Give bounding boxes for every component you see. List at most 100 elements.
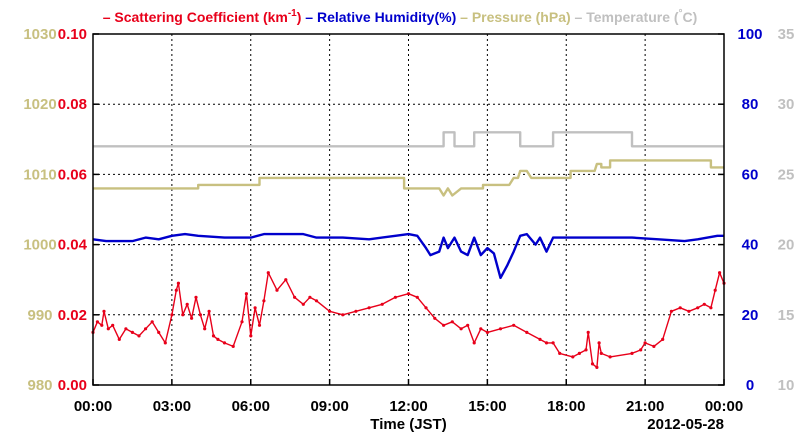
series-point-scattering — [512, 323, 516, 327]
x-tick-label: 09:00 — [310, 398, 348, 415]
series-point-scattering — [293, 295, 297, 299]
date-label: 2012-05-28 — [647, 416, 724, 433]
series-point-scattering — [577, 351, 582, 355]
series-point-scattering — [190, 316, 194, 320]
series-point-scattering — [415, 295, 419, 299]
grid-lines — [93, 34, 724, 385]
temperature-tick-label: 35 — [778, 26, 795, 43]
x-tick-label: 21:00 — [626, 398, 664, 415]
humidity-tick-label: 0 — [746, 377, 754, 394]
series-line-scattering — [92, 272, 725, 369]
series-point-scattering — [586, 330, 590, 334]
humidity-tick-label: 20 — [742, 307, 759, 324]
humidity-tick-label: 60 — [742, 166, 759, 183]
x-tick-label: 15:00 — [468, 398, 506, 415]
legend: – Scattering Coefficient (km-1) – Relati… — [103, 8, 698, 25]
series-point-scattering — [257, 323, 262, 327]
series-point-scattering — [244, 292, 248, 296]
series-point-scattering — [301, 302, 305, 306]
legend-text: – Scattering Coefficient (km-1) – Relati… — [103, 8, 698, 25]
series-point-scattering — [314, 299, 319, 303]
series-point-scattering — [157, 330, 161, 334]
series-point-scattering — [661, 337, 665, 341]
series-point-scattering — [284, 278, 288, 282]
series-point-scattering — [211, 334, 216, 338]
series-point-scattering — [709, 306, 713, 310]
x-tick-label: 03:00 — [153, 398, 191, 415]
legend-superscript: ° — [679, 8, 683, 19]
legend-entry-suffix: ) — [297, 9, 302, 25]
series-point-scattering — [702, 302, 706, 306]
series-point-scattering — [466, 323, 470, 327]
series-point-scattering — [137, 334, 141, 338]
series-point-scattering — [643, 341, 647, 345]
series-point-scattering — [95, 320, 99, 324]
series-point-scattering — [652, 344, 656, 348]
legend-entry-humidity: – Relative Humidity(%) — [301, 9, 456, 25]
temperature-tick-label: 25 — [778, 166, 795, 183]
series-point-scattering — [163, 341, 167, 345]
series-point-scattering — [544, 341, 549, 345]
series-point-scattering — [174, 288, 178, 292]
series-point-scattering — [253, 306, 257, 310]
series-point-scattering — [275, 288, 279, 292]
series-point-scattering — [393, 295, 397, 299]
series-point-scattering — [100, 323, 104, 327]
pressure-tick-label: 1000 — [23, 237, 56, 254]
series-point-scattering — [130, 330, 134, 334]
series-point-scattering — [459, 327, 463, 331]
series-point-scattering — [450, 320, 454, 324]
series-point-scattering — [479, 327, 483, 331]
x-tick-label: 12:00 — [389, 398, 427, 415]
series-point-scattering — [176, 281, 180, 285]
series-point-scattering — [485, 330, 489, 334]
series-point-scattering — [222, 341, 227, 345]
humidity-tick-label: 100 — [737, 26, 762, 43]
series-point-scattering — [718, 271, 722, 275]
series-point-scattering — [111, 323, 115, 327]
legend-entry-pressure: – Pressure (hPa) — [456, 9, 570, 25]
legend-entry-scattering: – Scattering Coefficient (km — [103, 9, 288, 25]
series-point-scattering — [354, 309, 358, 313]
legend-entry-temperature: – Temperature ( — [571, 9, 679, 25]
series-point-scattering — [380, 302, 384, 306]
series-point-scattering — [424, 306, 428, 310]
series-point-scattering — [150, 320, 154, 324]
series-point-scattering — [406, 292, 411, 296]
series-point-scattering — [608, 355, 612, 359]
scattering-tick-label: 0.06 — [58, 166, 87, 183]
legend-entry-suffix: C) — [683, 9, 698, 25]
series-point-scattering — [216, 337, 220, 341]
series-point-scattering — [117, 337, 121, 341]
series-point-scattering — [498, 327, 503, 331]
series-point-scattering — [266, 271, 270, 275]
series-point-scattering — [185, 302, 189, 306]
series-point-scattering — [367, 306, 371, 310]
series-point-scattering — [571, 355, 575, 359]
x-tick-label: 06:00 — [232, 398, 270, 415]
scattering-tick-label: 0.10 — [58, 26, 87, 43]
pressure-tick-label: 1030 — [23, 26, 56, 43]
temperature-tick-label: 20 — [778, 237, 795, 254]
series-point-scattering — [328, 309, 332, 313]
series-point-scattering — [551, 341, 555, 345]
series-point-scattering — [696, 306, 700, 310]
series-point-scattering — [472, 341, 476, 345]
series-point-scattering — [678, 306, 682, 310]
series-point-scattering — [630, 351, 634, 355]
legend-superscript: -1 — [288, 8, 297, 19]
scattering-tick-label: 0.08 — [58, 96, 87, 113]
plot-series — [91, 131, 726, 369]
series-point-scattering — [584, 348, 588, 352]
series-line-pressure — [93, 159, 724, 197]
series-point-scattering — [442, 323, 446, 327]
series-point-scattering — [433, 316, 437, 320]
series-point-scattering — [687, 309, 691, 313]
series-point-scattering — [558, 351, 562, 355]
scattering-tick-label: 0.02 — [58, 307, 87, 324]
series-point-scattering — [590, 362, 595, 366]
series-point-scattering — [713, 288, 717, 292]
pressure-tick-label: 980 — [27, 377, 52, 394]
series-point-scattering — [124, 327, 128, 331]
